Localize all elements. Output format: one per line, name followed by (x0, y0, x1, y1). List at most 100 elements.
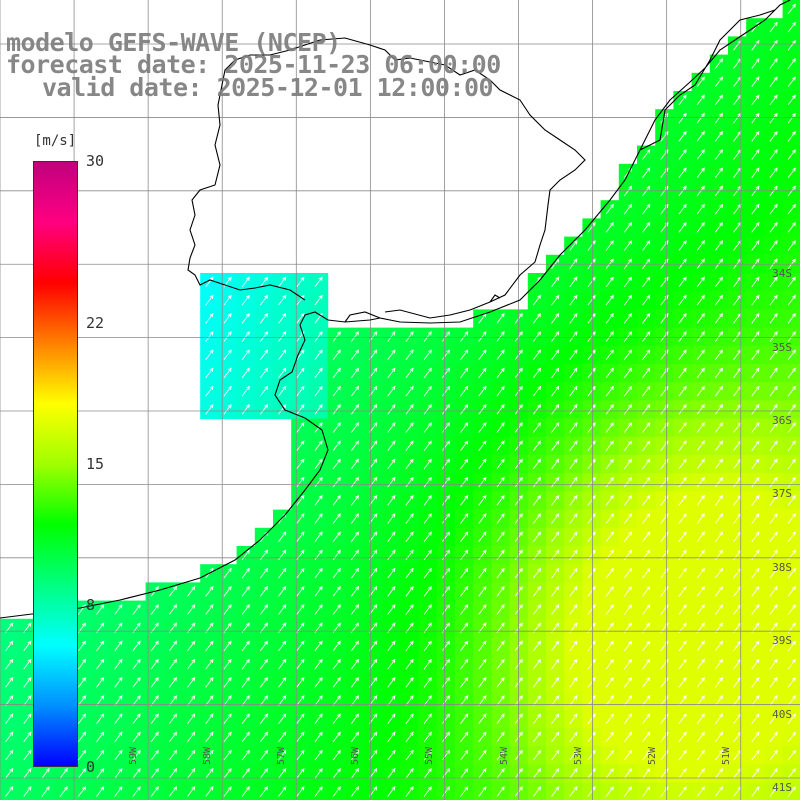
wind-arrow (296, 604, 305, 615)
wind-arrow (714, 604, 724, 615)
wind-arrow (605, 276, 614, 288)
wind-arrow (696, 276, 705, 288)
wind-arrow (496, 312, 505, 324)
wind-arrow (642, 494, 651, 506)
wind-arrow (241, 676, 250, 688)
wind-vectors (5, 3, 796, 797)
wind-arrow (478, 640, 487, 652)
wind-arrow (168, 713, 178, 724)
wind-arrow (350, 767, 360, 779)
wind-arrow (751, 695, 760, 706)
wind-arrow (623, 513, 633, 524)
wind-arrow (205, 276, 214, 288)
wind-arrow (714, 676, 724, 688)
wind-arrow (478, 513, 487, 524)
wind-arrow (223, 713, 232, 724)
lat-label-37S: 37S (772, 487, 792, 501)
wind-arrow (387, 658, 396, 670)
wind-arrow (678, 749, 687, 761)
wind-arrow (296, 731, 305, 743)
wind-arrow (350, 604, 360, 615)
wind-arrow (532, 403, 542, 415)
wind-arrow (223, 403, 232, 415)
wind-arrow (751, 440, 760, 451)
wind-arrow (150, 640, 159, 652)
wind-arrow (714, 422, 724, 433)
wind-arrow (441, 422, 451, 433)
wind-arrow (751, 549, 760, 561)
wind-arrow (314, 331, 323, 342)
wind-arrow (478, 458, 487, 470)
wind-arrow (696, 422, 705, 433)
wind-arrow (259, 767, 269, 779)
wind-arrow (569, 731, 578, 743)
wind-arrow (532, 549, 542, 561)
wind-arrow (278, 403, 287, 415)
wind-arrow (623, 221, 633, 233)
wind-arrow (278, 604, 287, 615)
wind-arrow (769, 112, 778, 124)
wind-arrow (696, 167, 705, 178)
wind-arrow (332, 658, 341, 670)
wind-arrow (187, 731, 196, 743)
wind-arrow (259, 312, 269, 324)
wind-arrow (405, 367, 414, 379)
wind-arrow (77, 640, 87, 652)
wind-arrow (441, 604, 451, 615)
wind-arrow (623, 458, 633, 470)
wind-arrow (787, 331, 796, 342)
wind-arrow (569, 749, 578, 761)
wind-arrow (423, 331, 432, 342)
wind-arrow (714, 312, 724, 324)
wind-arrow (696, 531, 705, 542)
model-title: modelo GEFS-WAVE (NCEP) (6, 28, 341, 57)
wind-arrow (678, 731, 687, 743)
wind-arrow (132, 640, 141, 652)
wind-arrow (77, 695, 87, 706)
wind-arrow (5, 713, 14, 724)
wind-arrow (314, 403, 323, 415)
wind-arrow (696, 331, 705, 342)
wind-arrow (496, 422, 505, 433)
wind-arrow (623, 203, 633, 215)
wind-arrow (168, 676, 178, 688)
wind-arrow (751, 367, 760, 379)
wind-arrow (350, 513, 360, 524)
wind-arrow (787, 494, 796, 506)
wind-arrow (532, 531, 542, 542)
wind-arrow (769, 294, 778, 306)
wind-arrow (187, 676, 196, 688)
wind-arrow (751, 39, 760, 51)
wind-arrow (642, 221, 651, 233)
wind-arrow (642, 240, 651, 251)
wind-arrow (551, 658, 560, 670)
wind-arrow (96, 604, 105, 615)
wind-arrow (714, 731, 724, 743)
wind-arrow (751, 58, 760, 69)
wind-arrow (478, 695, 487, 706)
wind-arrow (787, 531, 796, 542)
wind-arrow (314, 695, 323, 706)
wind-arrow (423, 731, 432, 743)
lon-label-59W: 59W (128, 746, 140, 765)
wind-arrow (551, 331, 560, 342)
wind-arrow (496, 367, 505, 379)
wind-arrow (441, 476, 451, 488)
wind-arrow (623, 767, 633, 779)
wind-arrow (132, 604, 141, 615)
wind-arrow (605, 640, 614, 652)
wind-arrow (478, 585, 487, 597)
wind-arrow (751, 767, 760, 779)
wind-arrow (441, 549, 451, 561)
wind-arrow (642, 786, 651, 797)
wind-arrow (296, 695, 305, 706)
wind-arrow (460, 440, 469, 451)
wind-arrow (696, 221, 705, 233)
wind-arrow (696, 76, 705, 87)
wind-arrow (623, 367, 633, 379)
wind-arrow (696, 513, 705, 524)
wind-arrow (441, 349, 451, 360)
wind-arrow (114, 604, 123, 615)
wind-arrow (714, 203, 724, 215)
wind-arrow (423, 658, 432, 670)
